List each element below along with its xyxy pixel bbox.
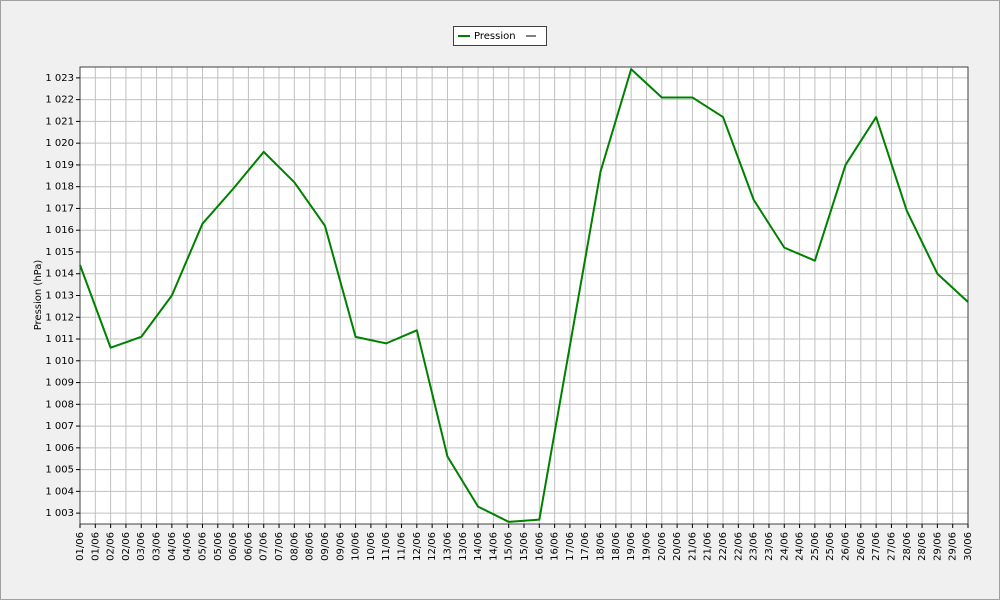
x-tick-label: 06/06 bbox=[243, 532, 254, 561]
x-tick-label: 26/06 bbox=[856, 532, 867, 561]
x-tick-label: 03/06 bbox=[152, 532, 163, 561]
x-tick-label: 17/06 bbox=[580, 532, 591, 561]
x-tick-label: 10/06 bbox=[366, 532, 377, 561]
y-tick-label: 1 016 bbox=[45, 225, 74, 236]
line-series bbox=[79, 68, 969, 523]
x-tick-label: 20/06 bbox=[657, 532, 668, 561]
y-tick-label: 1 009 bbox=[45, 378, 74, 389]
x-tick-label: 22/06 bbox=[733, 532, 744, 561]
x-tick-label: 07/06 bbox=[274, 532, 285, 561]
y-tick-label: 1 008 bbox=[45, 399, 74, 410]
x-tick-label: 27/06 bbox=[886, 532, 897, 561]
x-tick-label: 10/06 bbox=[351, 532, 362, 561]
x-tick-label: 17/06 bbox=[565, 532, 576, 561]
y-tick-label: 1 018 bbox=[45, 182, 74, 193]
y-tick-label: 1 023 bbox=[45, 73, 74, 84]
x-tick-label: 13/06 bbox=[458, 532, 469, 561]
x-tick-label: 24/06 bbox=[795, 532, 806, 561]
y-tick-label: 1 015 bbox=[45, 247, 74, 258]
x-tick-label: 01/06 bbox=[90, 532, 101, 561]
y-tick-label: 1 007 bbox=[45, 421, 74, 432]
x-tick-label: 07/06 bbox=[259, 532, 270, 561]
x-tick-label: 28/06 bbox=[902, 532, 913, 561]
x-tick-label: 04/06 bbox=[182, 532, 193, 561]
x-tick-label: 29/06 bbox=[948, 532, 959, 561]
y-tick-label: 1 019 bbox=[45, 160, 74, 171]
x-tick-label: 21/06 bbox=[687, 532, 698, 561]
y-tick-label: 1 013 bbox=[45, 291, 74, 302]
x-tick-label: 23/06 bbox=[764, 532, 775, 561]
x-tick-label: 03/06 bbox=[136, 532, 147, 561]
y-tick-label: 1 003 bbox=[45, 508, 74, 519]
y-tick-label: 1 020 bbox=[45, 138, 74, 149]
legend-label: Pression bbox=[474, 31, 516, 42]
y-tick-label: 1 005 bbox=[45, 465, 74, 476]
x-tick-label: 21/06 bbox=[703, 532, 714, 561]
x-tick-label: 15/06 bbox=[519, 532, 530, 561]
y-tick-label: 1 011 bbox=[45, 334, 74, 345]
x-tick-label: 16/06 bbox=[550, 532, 561, 561]
x-tick-label: 02/06 bbox=[106, 532, 117, 561]
x-tick-label: 05/06 bbox=[213, 532, 224, 561]
y-tick-label: 1 021 bbox=[45, 116, 74, 127]
x-tick-label: 14/06 bbox=[473, 532, 484, 561]
y-tick-label: 1 010 bbox=[45, 356, 74, 367]
y-axis-label: Pression (hPa) bbox=[33, 260, 44, 331]
x-tick-label: 04/06 bbox=[167, 532, 178, 561]
x-tick-label: 20/06 bbox=[672, 532, 683, 561]
x-tick-label: 19/06 bbox=[626, 532, 637, 561]
x-tick-label: 16/06 bbox=[534, 532, 545, 561]
y-tick-label: 1 022 bbox=[45, 95, 74, 106]
x-tick-label: 09/06 bbox=[335, 532, 346, 561]
x-tick-label: 27/06 bbox=[871, 532, 882, 561]
x-tick-label: 30/06 bbox=[963, 532, 974, 561]
x-tick-label: 18/06 bbox=[611, 532, 622, 561]
x-tick-label: 05/06 bbox=[197, 532, 208, 561]
x-tick-label: 08/06 bbox=[305, 532, 316, 561]
x-tick-label: 22/06 bbox=[718, 532, 729, 561]
y-tick-label: 1 017 bbox=[45, 203, 74, 214]
x-tick-label: 19/06 bbox=[641, 532, 652, 561]
x-tick-label: 18/06 bbox=[596, 532, 607, 561]
x-tick-label: 28/06 bbox=[917, 532, 928, 561]
x-tick-label: 13/06 bbox=[442, 532, 453, 561]
x-tick-label: 25/06 bbox=[810, 532, 821, 561]
x-tick-label: 14/06 bbox=[488, 532, 499, 561]
x-tick-label: 11/06 bbox=[397, 532, 408, 561]
x-tick-label: 02/06 bbox=[121, 532, 132, 561]
x-tick-label: 23/06 bbox=[749, 532, 760, 561]
x-tick-label: 25/06 bbox=[825, 532, 836, 561]
x-tick-label: 15/06 bbox=[504, 532, 515, 561]
y-tick-label: 1 004 bbox=[45, 486, 74, 497]
x-tick-label: 24/06 bbox=[779, 532, 790, 561]
x-tick-label: 08/06 bbox=[289, 532, 300, 561]
x-tick-label: 09/06 bbox=[320, 532, 331, 561]
x-tick-label: 11/06 bbox=[381, 532, 392, 561]
y-tick-label: 1 014 bbox=[45, 269, 74, 280]
x-tick-label: 12/06 bbox=[427, 532, 438, 561]
x-tick-label: 06/06 bbox=[228, 532, 239, 561]
x-tick-label: 01/06 bbox=[75, 532, 86, 561]
legend bbox=[453, 26, 547, 46]
x-tick-label: 29/06 bbox=[932, 532, 943, 561]
x-tick-label: 26/06 bbox=[841, 532, 852, 561]
y-tick-label: 1 006 bbox=[45, 443, 74, 454]
x-tick-label: 12/06 bbox=[412, 532, 423, 561]
y-tick-label: 1 012 bbox=[45, 312, 74, 323]
grid bbox=[79, 67, 969, 524]
